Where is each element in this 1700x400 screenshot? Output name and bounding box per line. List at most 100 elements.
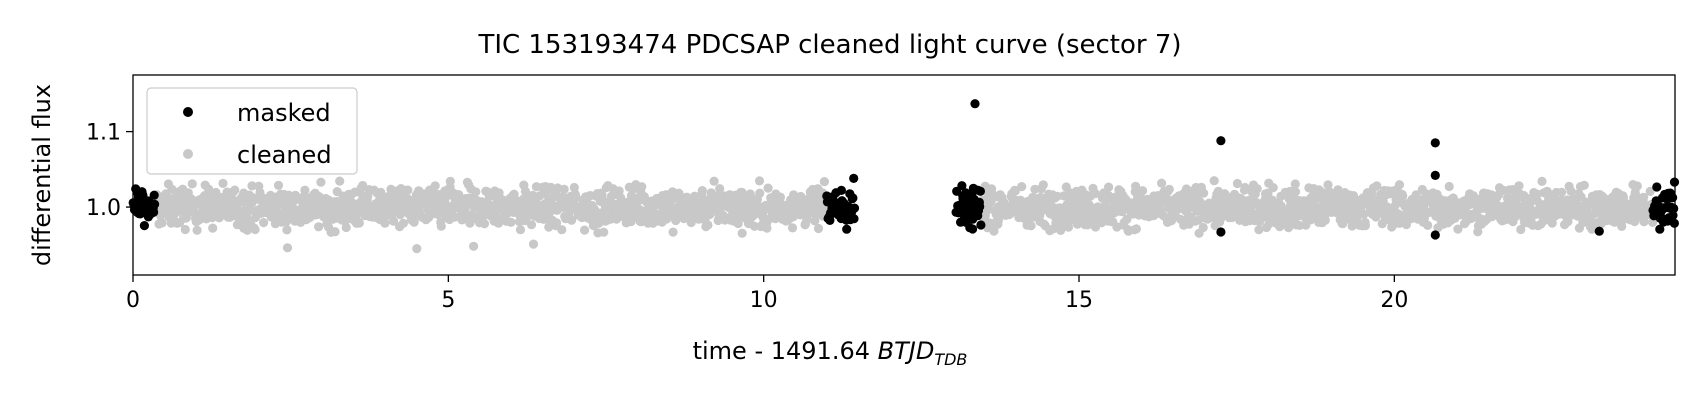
cleaned-point — [218, 178, 228, 188]
cleaned-point — [436, 221, 446, 231]
cleaned-point — [749, 221, 760, 231]
masked-outlier-point — [1594, 226, 1604, 236]
cleaned-point — [1444, 181, 1454, 192]
masked-point — [957, 181, 967, 191]
cleaned-point — [567, 215, 577, 225]
masked-point — [149, 207, 159, 217]
masked-point — [150, 199, 160, 209]
cleaned-point — [1290, 179, 1300, 189]
cleaned-point — [813, 223, 824, 234]
cleaned-point — [1532, 189, 1542, 199]
cleaned-point — [557, 225, 567, 235]
masked-outlier-point — [1430, 170, 1440, 180]
cleaned-point — [1010, 186, 1020, 196]
cleaned-point — [409, 216, 419, 226]
cleaned-point — [1557, 187, 1567, 197]
cleaned-point — [187, 179, 197, 189]
cleaned-point — [1632, 181, 1642, 191]
masked-outlier-point — [1430, 138, 1440, 148]
masked-point — [836, 185, 847, 195]
cleaned-point — [697, 186, 707, 196]
cleaned-point — [1157, 178, 1167, 188]
masked-point — [139, 221, 149, 231]
masked-outlier-point — [970, 99, 980, 109]
legend-box — [146, 87, 358, 175]
cleaned-point — [762, 223, 772, 233]
masked-outlier-point — [1216, 136, 1226, 146]
x-tick-label: 15 — [1065, 288, 1093, 313]
cleaned-point — [1639, 217, 1649, 227]
masked-outlier-point — [1430, 230, 1440, 240]
cleaned-point — [1240, 182, 1250, 193]
cleaned-point — [703, 220, 713, 230]
cleaned-point — [247, 181, 257, 191]
cleaned-point — [599, 227, 609, 237]
cleaned-point — [376, 187, 386, 197]
cleaned-point — [1138, 186, 1148, 196]
cleaned-point — [335, 176, 345, 186]
cleaned-point — [1104, 182, 1114, 192]
cleaned-point — [1026, 221, 1036, 231]
cleaned-point — [1320, 215, 1330, 225]
cleaned-point — [1423, 220, 1433, 230]
masked-point — [849, 173, 859, 183]
cleaned-point — [259, 218, 269, 228]
plot-frame — [132, 74, 1676, 276]
cleaned-point — [755, 188, 765, 198]
cleaned-point — [354, 218, 364, 228]
data-points — [128, 99, 1680, 254]
cleaned-point — [1514, 181, 1524, 191]
cleaned-point — [273, 180, 284, 190]
cleaned-point — [445, 176, 455, 186]
masked-point — [1652, 182, 1662, 192]
cleaned-point — [1372, 181, 1382, 191]
cleaned-point — [637, 182, 647, 192]
cleaned-point — [1398, 191, 1408, 201]
masked-point — [149, 190, 159, 200]
cleaned-point — [1579, 180, 1589, 190]
x-tick-label: 20 — [1380, 288, 1408, 313]
x-tick-label: 10 — [750, 288, 778, 313]
x-tick-label: 0 — [126, 288, 140, 313]
cleaned-outlier-point — [282, 243, 293, 253]
cleaned-point — [526, 220, 537, 230]
cleaned-point — [668, 227, 678, 237]
cleaned-point — [1323, 180, 1333, 190]
cleaned-point — [754, 176, 765, 186]
cleaned-point — [430, 181, 440, 191]
masked-point — [968, 224, 978, 234]
cleaned-outlier-point — [469, 241, 479, 251]
cleaned-point — [1537, 176, 1547, 186]
masked-point — [976, 220, 986, 230]
cleaned-point — [989, 226, 999, 236]
cleaned-point — [1090, 188, 1100, 199]
cleaned-point — [388, 216, 399, 226]
legend-label-cleaned: cleaned — [237, 141, 332, 169]
x-axis-label-math-sub: TDB — [934, 350, 967, 369]
legend-marker-cleaned — [183, 149, 193, 159]
cleaned-point — [1199, 188, 1209, 198]
cleaned-point — [819, 177, 830, 187]
cleaned-point — [380, 218, 390, 228]
cleaned-point — [314, 222, 324, 232]
cleaned-point — [282, 225, 292, 235]
masked-point — [975, 201, 985, 212]
cleaned-point — [181, 213, 191, 223]
cleaned-point — [398, 218, 408, 228]
cleaned-point — [1338, 219, 1348, 229]
x-axis-label: time - 1491.64 BTJDTDB — [693, 337, 968, 369]
cleaned-point — [208, 223, 218, 233]
cleaned-point — [330, 227, 340, 237]
cleaned-point — [1254, 225, 1264, 235]
cleaned-point — [763, 183, 773, 193]
cleaned-point — [479, 219, 490, 229]
masked-outlier-point — [1216, 227, 1226, 237]
cleaned-point — [580, 225, 590, 235]
cleaned-point — [1290, 187, 1301, 197]
cleaned-outlier-point — [528, 239, 539, 249]
cleaned-point — [341, 222, 351, 233]
cleaned-point — [1645, 186, 1655, 196]
masked-point — [849, 203, 860, 213]
cleaned-point — [1017, 182, 1027, 192]
cleaned-point — [1268, 183, 1278, 193]
